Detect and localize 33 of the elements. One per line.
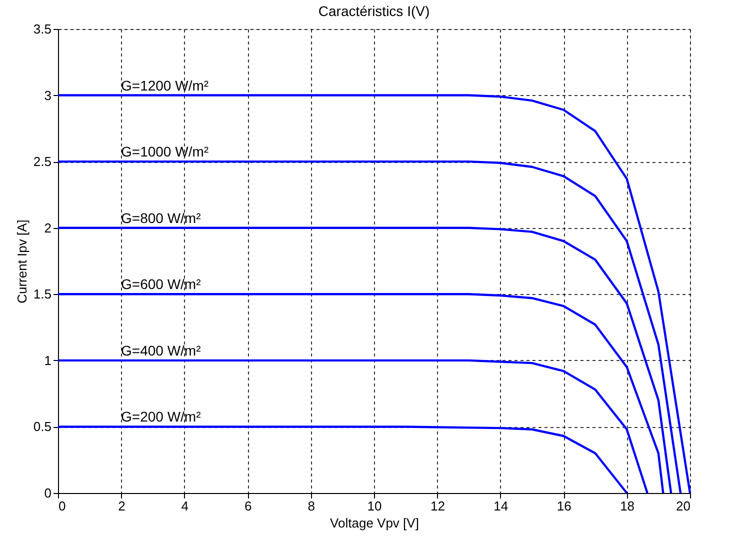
y-tick-label: 1 <box>44 352 52 368</box>
x-tick-label: 2 <box>118 498 126 514</box>
x-tick-label: 16 <box>556 498 572 514</box>
x-tick-label: 0 <box>58 498 66 514</box>
y-tick-label: 3 <box>44 88 52 103</box>
x-tick-label: 12 <box>430 498 445 514</box>
line-series <box>56 359 648 494</box>
x-tick-label: 4 <box>181 498 189 514</box>
x-axis-title: Voltage Vpv [V] <box>330 516 419 530</box>
series-label: G=600 W/m² <box>121 276 202 292</box>
y-tick-label: 3.5 <box>33 22 52 36</box>
series-label: G=200 W/m² <box>121 408 202 425</box>
y-tick-label: 2 <box>44 220 52 236</box>
x-tick-label: 10 <box>367 498 382 514</box>
x-tick-label: 8 <box>308 498 315 514</box>
line-series <box>56 160 682 494</box>
y-tick-label: 0 <box>44 486 52 500</box>
y-axis-title: Current Ipv [A] <box>14 220 30 304</box>
y-tick-label: 0.5 <box>33 419 52 434</box>
line-series <box>56 293 664 494</box>
x-tick-label: 20 <box>676 498 690 514</box>
y-tick-label: 1.5 <box>33 286 52 302</box>
line-series <box>56 426 628 494</box>
x-tick-label: 18 <box>620 498 635 514</box>
line-series <box>56 226 672 494</box>
chart-title: Caractéristics I(V) <box>318 3 430 19</box>
series-label: G=800 W/m² <box>121 210 202 226</box>
x-tick-label: 6 <box>244 498 252 514</box>
series-label: G=400 W/m² <box>121 342 202 358</box>
series-label: G=1200 W/m² <box>121 77 209 94</box>
y-tick-label: 2.5 <box>33 154 52 170</box>
series-label: G=1000 W/m² <box>121 144 209 160</box>
x-tick-label: 14 <box>494 498 508 514</box>
